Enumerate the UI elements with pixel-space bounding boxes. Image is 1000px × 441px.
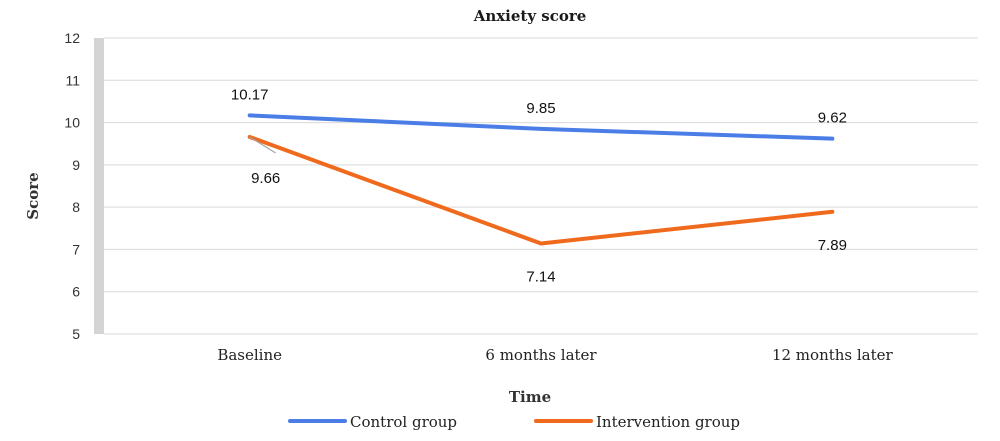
y-tick-label: 6	[72, 284, 80, 300]
series-line-control	[247, 113, 835, 141]
chart-title: Anxiety score	[473, 7, 587, 25]
data-label-intervention: 9.66	[251, 170, 280, 187]
series-line-intervention	[247, 134, 835, 246]
x-tick-label: 6 months later	[485, 346, 597, 364]
data-label-control: 9.62	[818, 110, 847, 127]
y-tick-label: 8	[72, 199, 80, 215]
x-tick-label: 12 months later	[772, 346, 894, 364]
x-tick-labels: Baseline 6 months later 12 months later	[217, 346, 893, 364]
y-tick-label: 12	[64, 30, 80, 46]
legend-label: Intervention group	[596, 413, 740, 431]
legend: Control group Intervention group	[288, 413, 740, 431]
data-label-intervention: 7.89	[818, 237, 847, 254]
x-axis-title: Time	[509, 388, 551, 406]
data-label-control: 9.85	[526, 100, 555, 117]
x-tick-label: Baseline	[217, 346, 282, 364]
leader-line	[249, 136, 276, 154]
data-label-control: 10.17	[231, 86, 269, 103]
y-tick-label: 7	[72, 241, 80, 257]
y-axis-wall	[94, 38, 104, 334]
data-label-intervention: 7.14	[526, 269, 555, 286]
series-lines	[247, 113, 835, 246]
y-tick-labels: 5 6 7 8 9 10 11 12	[64, 30, 80, 342]
leader-lines	[249, 136, 276, 154]
y-axis-title: Score	[24, 172, 42, 219]
y-tick-label: 10	[64, 115, 80, 131]
gridlines	[104, 37, 978, 335]
data-labels: 10.17 9.85 9.62 9.66 7.14 7.89	[231, 86, 847, 285]
legend-label: Control group	[350, 413, 457, 431]
y-tick-label: 5	[72, 326, 80, 342]
y-tick-label: 9	[72, 157, 80, 173]
y-tick-label: 11	[65, 72, 80, 88]
